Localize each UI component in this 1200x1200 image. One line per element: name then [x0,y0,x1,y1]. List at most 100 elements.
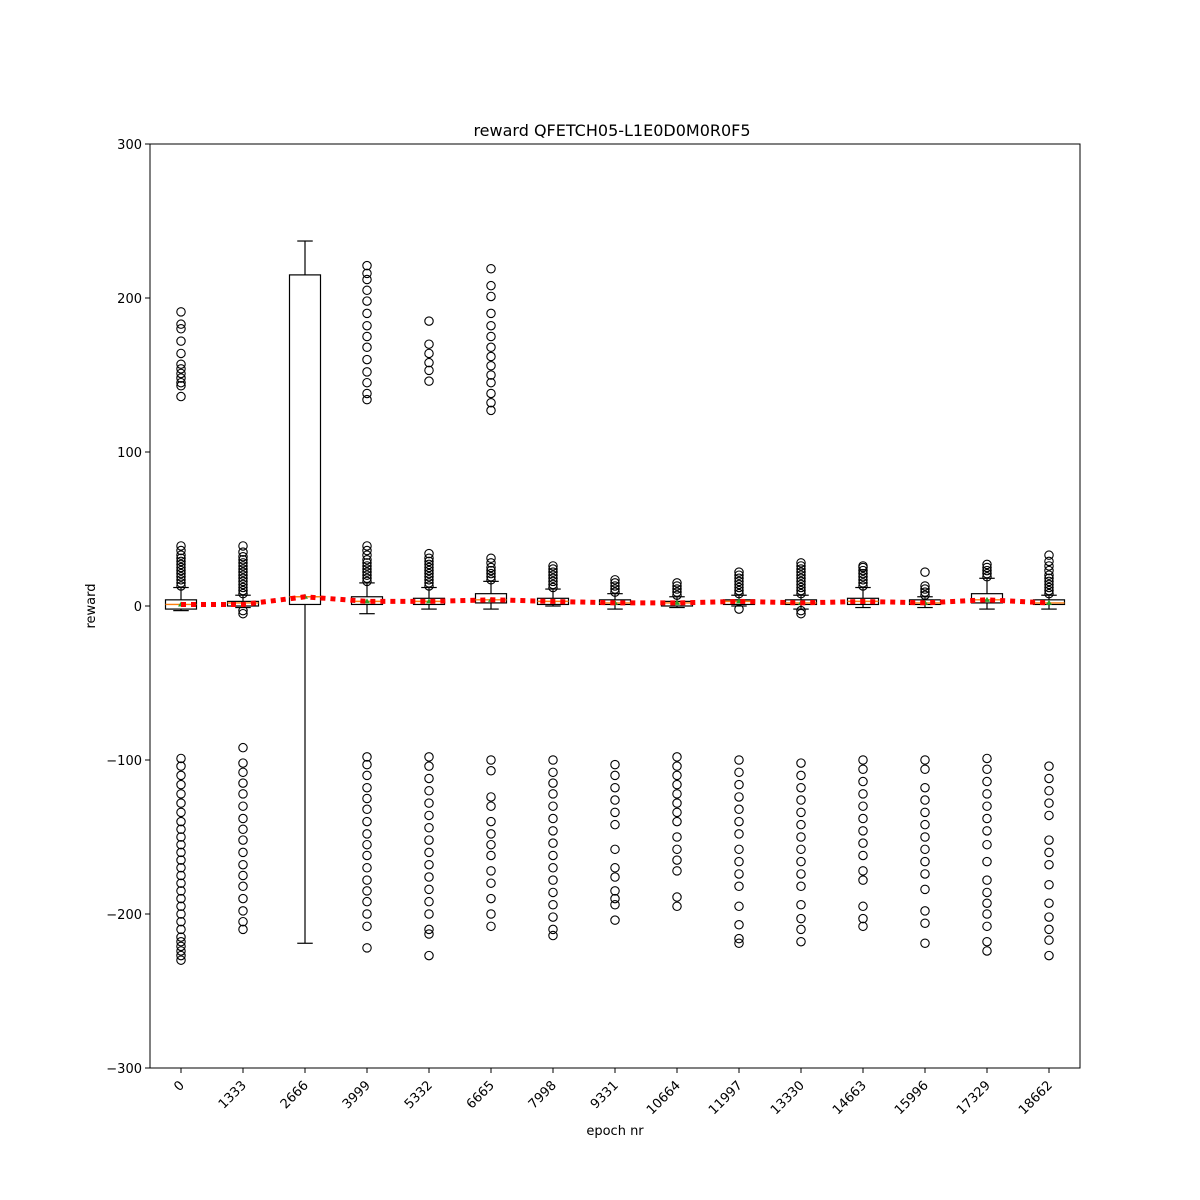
outlier-point [796,570,806,580]
outlier-point [424,376,434,386]
outlier-point [176,798,186,808]
outlier-point [486,755,496,765]
outlier-point [858,776,868,787]
outlier-point [424,773,434,784]
outlier-point [610,782,620,793]
outlier-point [362,308,372,319]
outlier-point [238,579,248,590]
outlier-point [176,924,186,935]
outlier-point [920,819,930,830]
outlier-point [238,847,248,858]
outlier-point [548,850,558,861]
outlier-point [176,571,186,582]
outlier-point [238,778,248,788]
outlier-point [176,541,186,551]
outlier-point [796,900,806,910]
outlier-point [796,832,806,842]
outlier-point [1044,859,1054,870]
outlier-point [486,829,496,839]
outlier-point [424,929,434,939]
outlier-point [176,753,186,764]
outlier-point [920,782,930,793]
mean-marker [674,599,680,605]
outlier-point [238,588,248,599]
outlier-point [982,856,992,867]
outlier-point [424,357,434,368]
outlier-point [982,776,992,787]
outlier-point [858,838,868,848]
outlier-point [238,893,248,904]
outlier-point [734,844,744,855]
outlier-point [238,570,248,580]
outlier-point [424,950,434,961]
outlier-point [672,752,682,762]
outlier-point [920,795,930,805]
outlier-point [672,779,682,790]
outlier-point [982,898,992,908]
outlier-point [796,795,806,805]
outlier-point [920,918,930,928]
outlier-point [1044,786,1054,796]
outlier-point [424,568,434,579]
outlier-point [424,798,434,808]
outlier-point [796,576,806,587]
outlier-point [362,550,372,560]
outlier-point [858,755,868,765]
outlier-point [548,863,558,873]
outlier-point [734,767,744,778]
outlier-point [734,573,744,584]
outlier-point [486,893,496,904]
outlier-point [424,575,434,585]
outlier-point [176,839,186,850]
outlier-point [858,813,868,824]
outlier-point [672,832,682,842]
outlier-point [362,782,372,793]
outlier-point [176,550,186,560]
outlier-point [176,336,186,346]
outlier-point [238,916,248,927]
outlier-point [238,558,248,568]
outlier-point [176,779,186,790]
outlier-point [424,909,434,919]
outlier-point [486,361,496,371]
outlier-point [796,561,806,571]
outlier-point [672,855,682,865]
outlier-point [176,847,186,858]
outlier-point [486,331,496,342]
outlier-point [1044,898,1054,908]
outlier-point [362,285,372,296]
outlier-point [362,909,372,919]
outlier-point [238,801,248,811]
outlier-point [176,359,186,369]
outlier-point [796,558,806,568]
outlier-point [238,541,248,551]
outlier-point [734,588,744,599]
outlier-point [424,872,434,882]
outlier-point [548,561,558,571]
outlier-point [610,770,620,781]
outlier-point [548,570,558,580]
outlier-point [486,816,496,827]
outlier-point [796,881,806,892]
outlier-point [858,764,868,774]
outlier-point [424,859,434,870]
outlier-point [982,909,992,919]
mean-marker [984,596,990,602]
outlier-point [424,847,434,858]
outlier-point [176,941,186,952]
outlier-point [176,916,186,927]
outlier-point [548,875,558,885]
outlier-point [858,850,868,861]
y-tick-label: 100 [117,446,142,461]
outlier-point [1044,924,1054,935]
outlier-point [610,587,620,597]
outlier-point [486,839,496,850]
outlier-point [1044,585,1054,596]
outlier-point [176,770,186,781]
outlier-point [176,324,186,334]
outlier-point [982,826,992,836]
outlier-point [176,381,186,391]
outlier-point [1044,556,1054,567]
outlier-point [858,901,868,912]
